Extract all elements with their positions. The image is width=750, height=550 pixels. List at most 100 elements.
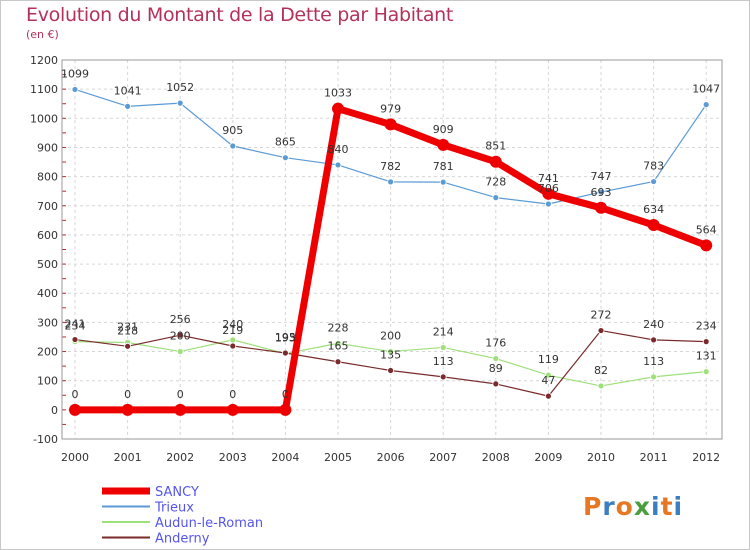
data-point	[597, 188, 605, 196]
data-label: 165	[328, 340, 349, 353]
data-label: 1052	[166, 81, 194, 94]
plot-area	[61, 59, 723, 440]
data-label: 979	[380, 102, 401, 115]
data-point	[387, 178, 395, 186]
data-point	[174, 403, 187, 416]
data-point	[176, 331, 184, 339]
data-label: 195	[275, 331, 296, 344]
data-point	[702, 338, 710, 346]
data-label: 240	[222, 318, 243, 331]
data-point	[597, 327, 605, 334]
data-point	[545, 200, 552, 208]
data-label: 240	[643, 318, 664, 331]
y-tick-label: -100	[33, 433, 58, 446]
data-point	[492, 380, 500, 388]
data-label: 840	[328, 143, 349, 156]
data-point	[71, 336, 79, 343]
data-point	[650, 336, 657, 344]
y-tick-label: 1200	[30, 54, 58, 67]
data-point	[597, 382, 605, 390]
data-point	[439, 373, 447, 381]
data-point	[332, 102, 344, 115]
data-point	[334, 358, 342, 366]
data-label: 634	[643, 203, 664, 216]
x-tick-label: 2008	[482, 451, 510, 464]
legend-label: Trieux	[154, 501, 194, 516]
legend-label: Audun-le-Roman	[155, 516, 263, 531]
data-label: 747	[591, 170, 612, 183]
data-label: 0	[229, 388, 236, 401]
data-label: 1041	[114, 84, 142, 97]
data-label: 200	[170, 330, 191, 343]
x-tick-label: 2003	[219, 451, 247, 464]
data-label: 82	[594, 364, 608, 377]
data-point	[229, 342, 237, 350]
data-point	[437, 138, 450, 151]
data-point	[124, 342, 131, 350]
data-label: 228	[328, 321, 349, 334]
data-point	[176, 348, 184, 355]
x-tick-label: 2005	[324, 451, 352, 464]
logo-letter: r	[602, 492, 616, 521]
x-tick-label: 2007	[429, 451, 457, 464]
y-tick-label: 1100	[30, 83, 58, 96]
data-point	[439, 178, 447, 186]
y-tick-label: 0	[51, 404, 58, 417]
logo-letter: i	[673, 492, 684, 521]
data-point	[229, 336, 237, 344]
data-point	[279, 403, 292, 416]
x-tick-label: 2006	[377, 451, 405, 464]
data-label: 231	[117, 321, 138, 334]
data-label: 783	[643, 160, 664, 173]
data-label: 728	[485, 176, 506, 189]
y-tick-label: 600	[37, 229, 58, 242]
data-label: 47	[541, 374, 555, 387]
data-point	[650, 373, 657, 381]
x-tick-label: 2000	[61, 451, 89, 464]
data-label: 200	[380, 330, 401, 343]
y-tick-label: 900	[37, 141, 58, 154]
y-tick-label: 500	[37, 258, 58, 271]
data-point	[229, 142, 237, 150]
data-point	[334, 161, 342, 169]
x-tick-label: 2012	[692, 451, 720, 464]
logo-letter: x	[633, 492, 651, 521]
y-tick-label: 800	[37, 171, 58, 184]
data-point	[69, 403, 81, 416]
data-label: 1033	[324, 87, 352, 100]
chart-data-labels: 1099 1041 1052 905 865 840 782 781 728 706 747 783 1…	[61, 67, 720, 400]
data-label: 214	[433, 325, 454, 338]
x-tick-label: 2004	[271, 451, 299, 464]
data-label: 1099	[61, 67, 89, 80]
data-point	[650, 178, 657, 185]
data-label: 135	[380, 348, 401, 361]
legend-label: Anderny	[155, 532, 210, 547]
logo-letter: t	[660, 492, 674, 521]
data-label: 256	[170, 313, 191, 326]
logo-letter: i	[651, 492, 661, 521]
data-label: 234	[65, 320, 86, 333]
data-point	[489, 155, 502, 168]
x-tick-label: 2011	[640, 451, 668, 464]
data-label: 905	[222, 124, 243, 137]
data-point	[545, 392, 552, 400]
data-label: 564	[696, 223, 717, 236]
data-label: 193	[275, 332, 296, 345]
data-label: 909	[433, 123, 454, 136]
x-tick-label: 2002	[166, 451, 194, 464]
y-tick-label: 1000	[30, 112, 58, 125]
chart-series	[69, 86, 713, 416]
data-label: 782	[380, 160, 401, 173]
proxiti-logo: Proxiti	[583, 492, 683, 521]
data-label: 89	[489, 362, 503, 375]
data-point	[387, 348, 395, 355]
data-point	[334, 339, 342, 347]
data-label: 706	[538, 182, 559, 195]
y-tick-label: 400	[37, 287, 58, 300]
data-point	[281, 154, 289, 162]
data-point	[702, 101, 710, 109]
data-label: 131	[696, 350, 717, 363]
chart-title: Evolution du Montant de la Dette par Hab…	[26, 4, 454, 26]
x-tick-label: 2001	[114, 451, 142, 464]
data-point	[387, 367, 395, 374]
